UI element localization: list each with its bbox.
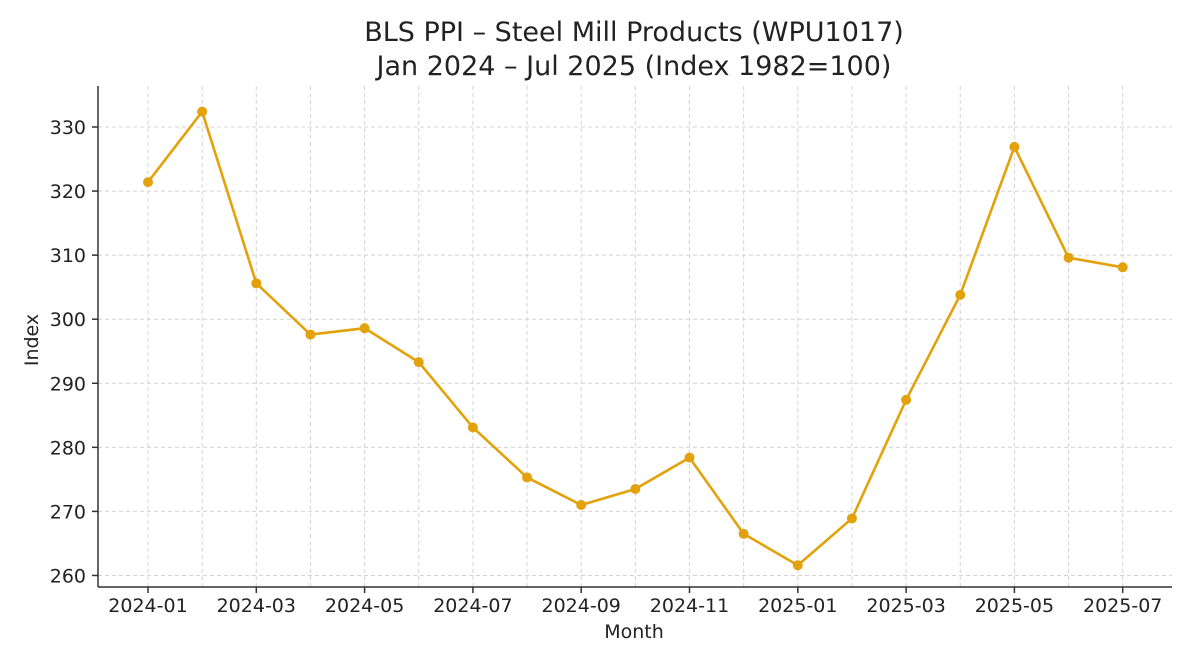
y-tick-label: 280 [50, 437, 86, 459]
y-tick-label: 290 [50, 373, 86, 395]
data-point: 2025-02: 268.9 [846, 513, 857, 524]
data-point: 2024-11: 278.4 [684, 452, 695, 463]
x-tick-label: 2024-07 [433, 595, 512, 617]
y-tick-label: 300 [50, 309, 86, 331]
chart-subtitle: Jan 2024 – Jul 2025 (Index 1982=100) [375, 51, 892, 82]
x-axis-label: Month [604, 621, 664, 643]
x-tick-label: 2024-01 [108, 595, 187, 617]
x-axis-ticks: 2024-01 2024-03 2024-05 2024-07 2024-09 2024-… [108, 587, 1162, 617]
x-tick-label: 2024-05 [325, 595, 404, 617]
data-point: 2025-04: 303.8 [955, 289, 966, 300]
y-tick-label: 310 [50, 245, 86, 267]
data-point: 2024-08: 275.3 [522, 472, 533, 483]
x-tick-label: 2025-05 [975, 595, 1054, 617]
axes [97, 86, 1172, 588]
y-tick-label: 270 [50, 501, 86, 523]
data-point: 2025-05: 326.9 [1009, 141, 1020, 152]
data-point: 2025-01: 261.6 [792, 560, 803, 571]
x-tick-label: 2024-03 [217, 595, 296, 617]
y-tick-label: 260 [50, 565, 86, 587]
x-tick-label: 2024-09 [542, 595, 621, 617]
x-tick-label: 2025-07 [1083, 595, 1162, 617]
y-axis-label: Index [21, 314, 43, 366]
data-point: 2024-02: 332.4 [197, 106, 208, 117]
data-point: 2024-04: 297.6 [305, 329, 316, 340]
data-point: 2024-06: 293.3 [413, 357, 424, 368]
chart-title: BLS PPI – Steel Mill Products (WPU1017) [364, 17, 904, 48]
x-tick-label: 2025-01 [758, 595, 837, 617]
data-point: 2024-10: 273.5 [630, 483, 641, 494]
x-tick-label: 2025-03 [866, 595, 945, 617]
data-series: 2024-01: 321.4 2024-02: 332.4 2024-03: 305… [143, 106, 1128, 571]
y-tick-label: 330 [50, 117, 86, 139]
data-point: 2025-03: 287.4 [901, 394, 912, 405]
data-point: 2024-05: 298.6 [359, 323, 370, 334]
data-point: 2024-03: 305.6 [251, 278, 262, 289]
data-point: 2025-06: 309.6 [1063, 252, 1074, 263]
data-point: 2024-01: 321.4 [143, 177, 153, 188]
data-point: 2024-09: 271 [576, 499, 587, 510]
y-tick-label: 320 [50, 181, 86, 203]
y-axis-ticks: 260 270 280 290 300 310 320 330 [50, 117, 98, 587]
grid [98, 86, 1172, 587]
data-point: 2024-12: 266.5 [738, 528, 749, 539]
x-tick-label: 2024-11 [650, 595, 729, 617]
data-point: 2025-07: 308.1 [1117, 262, 1128, 273]
data-point: 2024-07: 283.1 [467, 422, 478, 433]
